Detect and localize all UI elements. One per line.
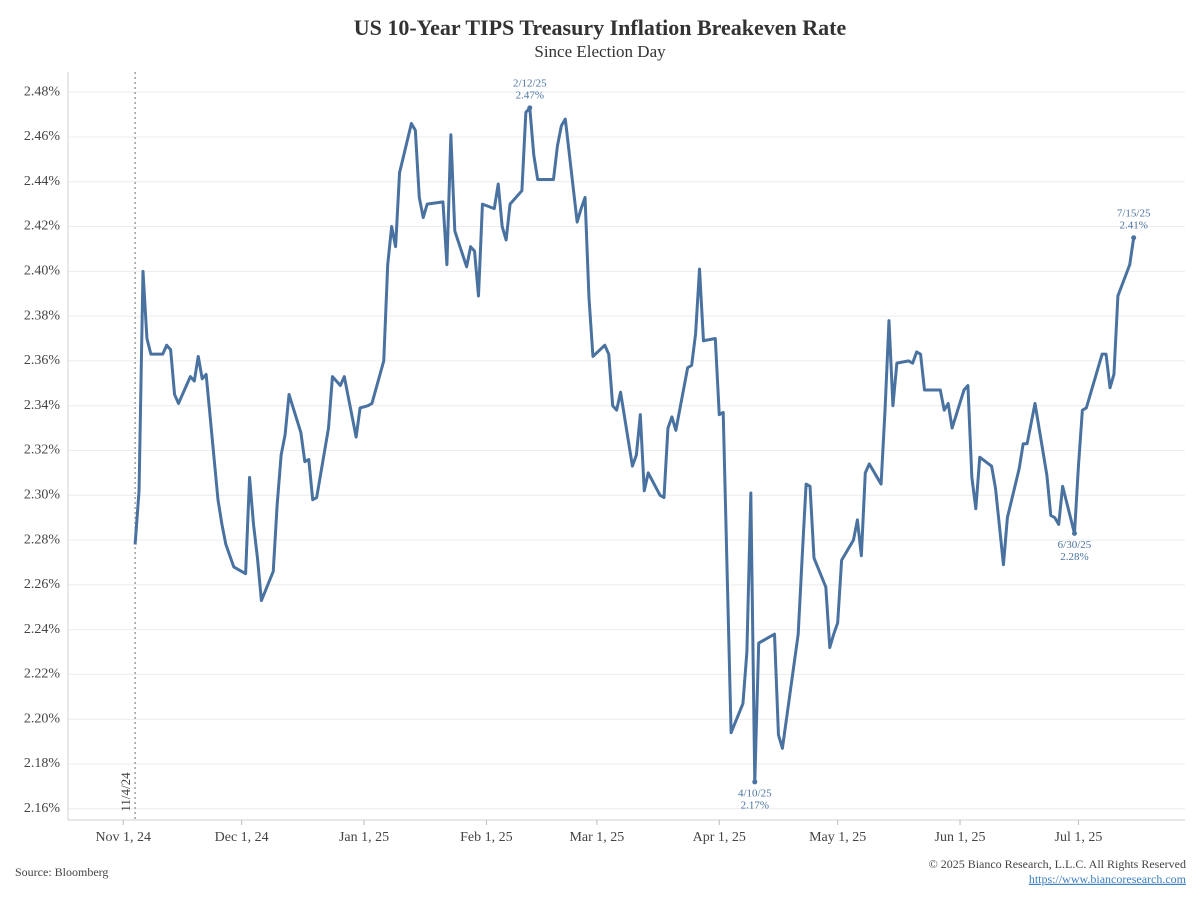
x-tick-label: May 1, 25 <box>809 830 866 845</box>
x-tick-label: Dec 1, 24 <box>215 830 269 845</box>
annotation-date: 4/10/25 <box>738 787 772 799</box>
website-link[interactable]: https://www.biancoresearch.com <box>1029 872 1187 886</box>
annotation-date: 2/12/25 <box>513 77 547 89</box>
x-tick-label: Apr 1, 25 <box>693 830 746 845</box>
y-tick-label: 2.28% <box>24 532 61 547</box>
annotation-value: 2.17% <box>741 799 769 811</box>
y-tick-label: 2.18% <box>24 756 61 771</box>
chart-subtitle: Since Election Day <box>534 42 666 61</box>
x-tick-label: Jun 1, 25 <box>935 830 986 845</box>
x-tick-label: Jul 1, 25 <box>1055 830 1103 845</box>
chart-title: US 10-Year TIPS Treasury Inflation Break… <box>354 15 847 40</box>
y-tick-label: 2.22% <box>24 667 61 682</box>
data-line <box>133 106 1136 784</box>
reference-label: 11/4/24 <box>118 772 133 812</box>
y-tick-label: 2.24% <box>24 622 61 637</box>
y-tick-label: 2.48% <box>24 84 61 99</box>
x-tick-label: Mar 1, 25 <box>569 830 624 845</box>
y-tick-label: 2.46% <box>24 129 61 144</box>
y-tick-label: 2.36% <box>24 353 61 368</box>
annotation-date: 6/30/25 <box>1058 539 1092 551</box>
y-tick-label: 2.34% <box>24 398 61 413</box>
x-tick-label: Feb 1, 25 <box>460 830 513 845</box>
x-tick-label: Nov 1, 24 <box>95 830 151 845</box>
annotation-value: 2.28% <box>1060 551 1088 563</box>
y-tick-label: 2.30% <box>24 487 61 502</box>
x-tick-label: Jan 1, 25 <box>339 830 389 845</box>
y-tick-label: 2.40% <box>24 264 61 279</box>
source-note: Source: Bloomberg <box>15 865 108 879</box>
annotation-value: 2.41% <box>1119 219 1147 231</box>
annotation-date: 7/15/25 <box>1117 207 1151 219</box>
annotated-point <box>527 105 533 111</box>
y-tick-label: 2.44% <box>24 174 61 189</box>
y-tick-label: 2.16% <box>24 801 61 816</box>
annotated-point <box>1131 235 1137 241</box>
y-tick-label: 2.32% <box>24 443 61 458</box>
y-tick-label: 2.26% <box>24 577 61 592</box>
y-tick-label: 2.20% <box>24 711 61 726</box>
y-tick-label: 2.42% <box>24 219 61 234</box>
copyright: © 2025 Bianco Research, L.L.C. All Right… <box>929 857 1186 871</box>
annotated-point <box>752 779 758 785</box>
annotated-point <box>1071 530 1077 536</box>
annotation-value: 2.47% <box>516 89 544 101</box>
y-tick-label: 2.38% <box>24 308 61 323</box>
